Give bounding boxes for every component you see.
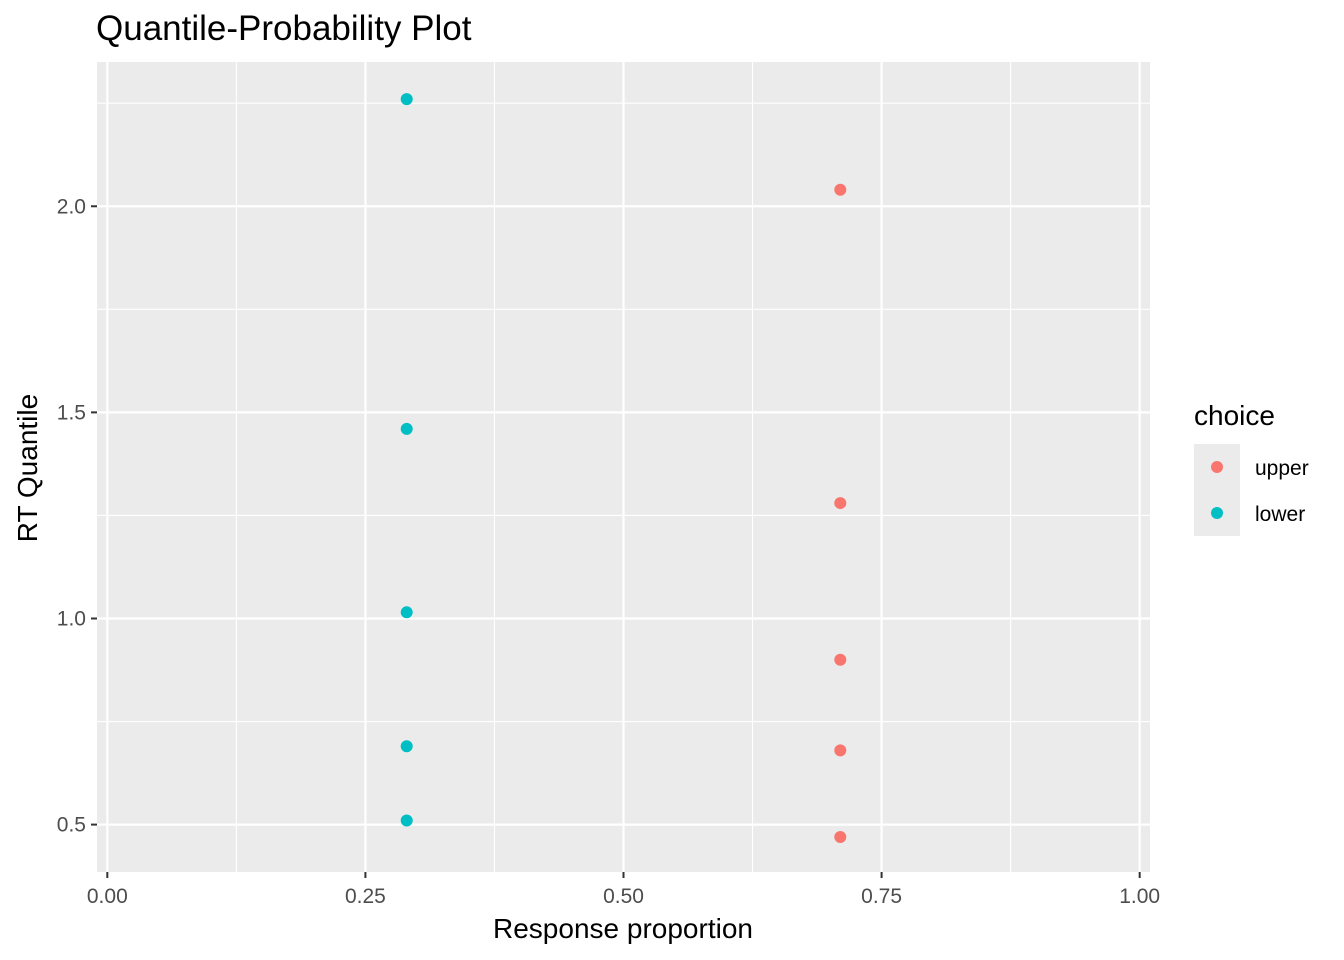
data-point-upper xyxy=(834,653,847,666)
legend-label-lower: lower xyxy=(1255,503,1305,526)
y-tick-label: 1.0 xyxy=(57,607,86,630)
x-tick-label: 0.00 xyxy=(87,885,128,908)
data-point-lower xyxy=(400,422,413,435)
data-point-upper xyxy=(834,183,847,196)
data-point-lower xyxy=(400,814,413,827)
data-points xyxy=(400,93,847,843)
legend-label-upper: upper xyxy=(1255,457,1309,480)
y-tick-label: 1.5 xyxy=(57,401,86,424)
chart-title: Quantile-Probability Plot xyxy=(96,9,472,48)
data-point-lower xyxy=(400,93,413,106)
y-axis: 0.5 1.0 1.5 2.0 xyxy=(57,195,97,837)
data-point-lower xyxy=(400,740,413,753)
legend-title: choice xyxy=(1194,400,1275,431)
legend-key-upper xyxy=(1211,461,1223,473)
data-point-lower xyxy=(400,606,413,619)
data-point-upper xyxy=(834,830,847,843)
legend: choice upper lower xyxy=(1194,400,1309,536)
legend-key-background xyxy=(1194,444,1240,536)
x-axis-title: Response proportion xyxy=(493,913,753,944)
x-tick-label: 0.75 xyxy=(861,885,902,908)
data-point-upper xyxy=(834,744,847,757)
data-point-upper xyxy=(834,497,847,510)
x-tick-label: 1.00 xyxy=(1119,885,1160,908)
x-tick-label: 0.50 xyxy=(603,885,644,908)
y-tick-label: 2.0 xyxy=(57,195,86,218)
x-tick-label: 0.25 xyxy=(345,885,386,908)
y-axis-title: RT Quantile xyxy=(12,394,43,542)
major-gridlines xyxy=(97,62,1150,872)
legend-key-lower xyxy=(1211,507,1223,519)
y-tick-label: 0.5 xyxy=(57,814,86,837)
x-axis: 0.00 0.25 0.50 0.75 1.00 xyxy=(87,872,1160,908)
